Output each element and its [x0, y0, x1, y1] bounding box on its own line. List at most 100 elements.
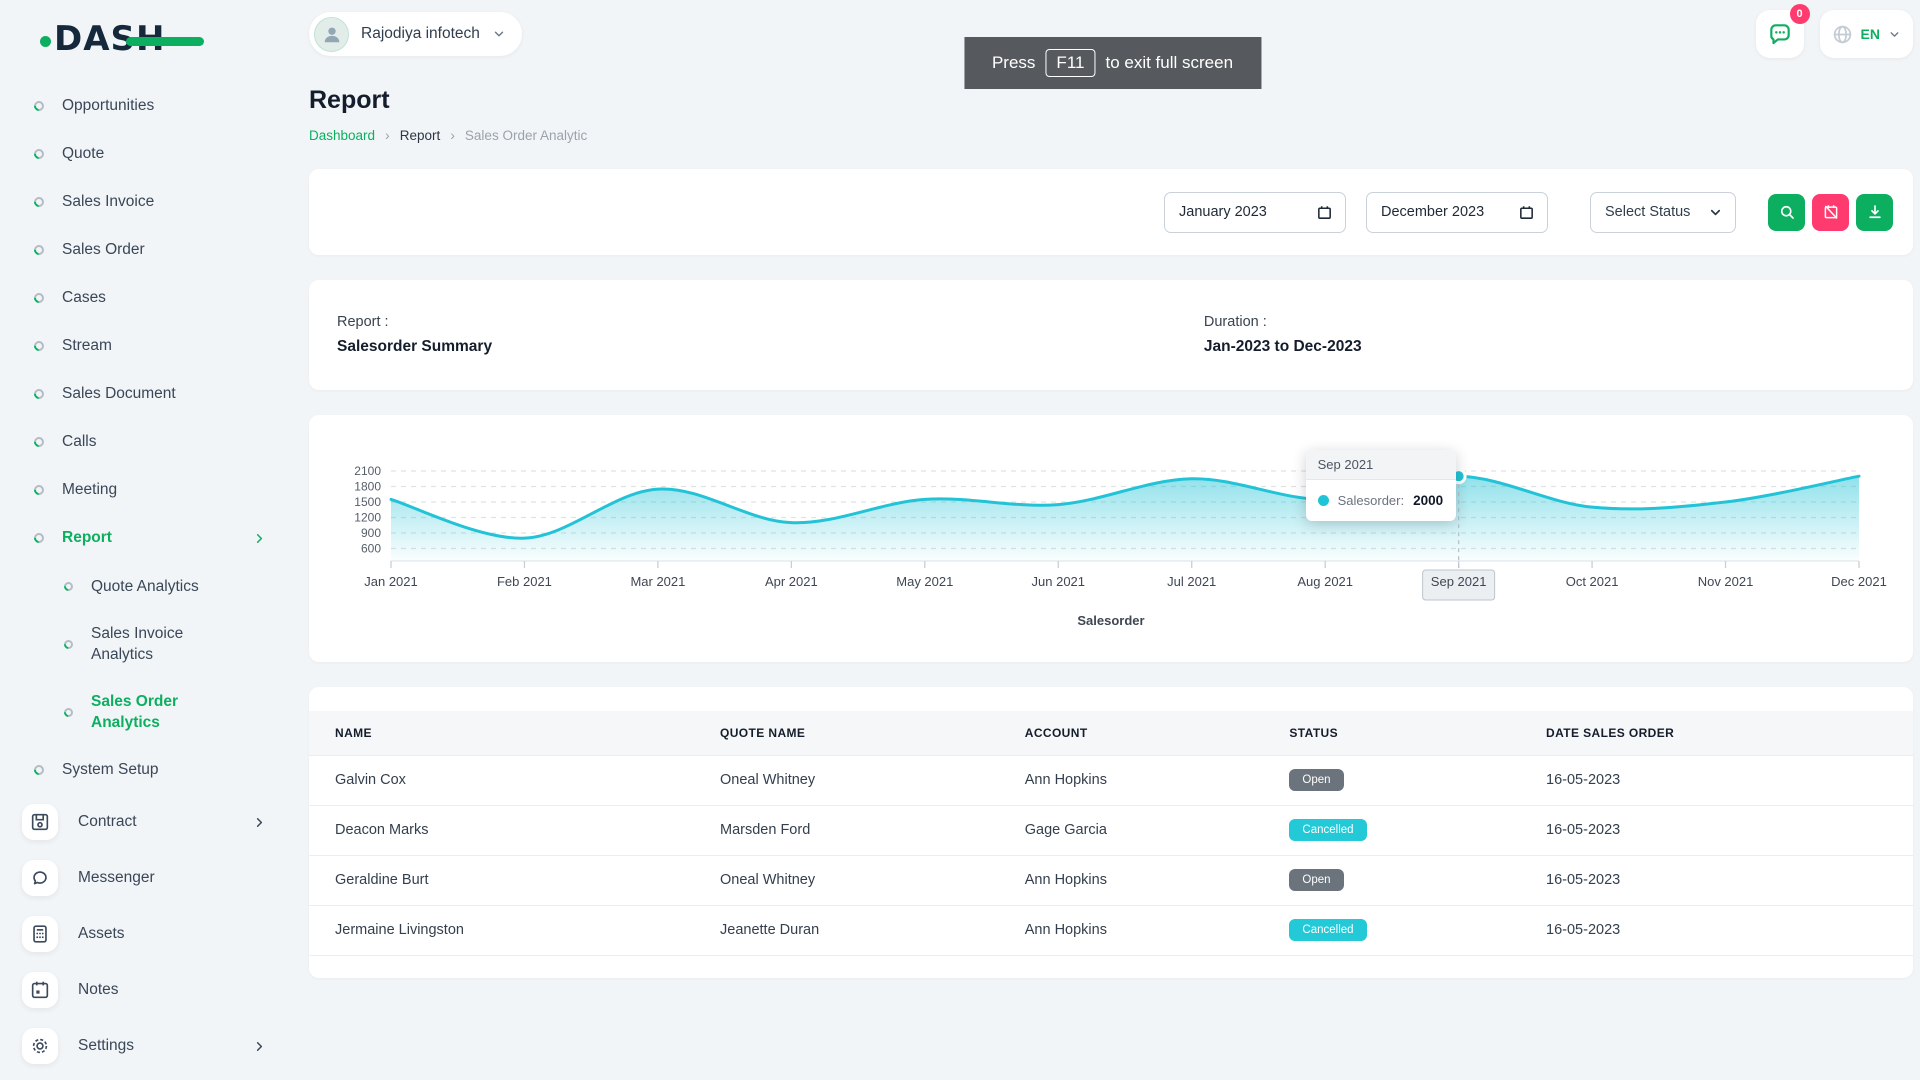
chart-card: 2100 1800 1500 1200 900 600 Jan 2021 Feb 2021 M…	[309, 415, 1913, 662]
sidebar-item-label: Stream	[62, 337, 112, 354]
filter-buttons	[1768, 193, 1893, 231]
sidebar-tiles: Contract Messenger Assets Notes Settings	[22, 794, 267, 1074]
breadcrumb: Dashboard › Report › Sales Order Analytic	[309, 127, 1913, 143]
chat-bubble-icon	[22, 860, 58, 896]
search-button[interactable]	[1768, 193, 1805, 231]
cell-name: Jermaine Livingston	[309, 905, 710, 956]
ring-bullet-icon	[62, 579, 75, 593]
sidebar-item-calls[interactable]: Calls	[22, 418, 267, 466]
status-select[interactable]: Select Status	[1590, 191, 1736, 233]
sidebar-item-quote-analytics[interactable]: Quote Analytics	[22, 562, 267, 610]
sidebar-item-meeting[interactable]: Meeting	[22, 466, 267, 514]
salesorder-area-chart[interactable]: 2100 1800 1500 1200 900 600 Jan 2021 Feb 2021 M…	[331, 433, 1891, 610]
language-selector[interactable]: EN	[1819, 10, 1913, 58]
ring-bullet-icon	[31, 290, 47, 306]
sidebar-item-messenger[interactable]: Messenger	[22, 850, 267, 906]
cell-quote-name: Jeanette Duran	[710, 905, 1015, 956]
from-month-input[interactable]: January 2023	[1164, 191, 1346, 233]
user-icon	[324, 27, 339, 43]
sidebar-item-sales-order-analytics[interactable]: Sales Order Analytics	[22, 678, 267, 746]
cell-quote-name: Marsden Ford	[710, 805, 1015, 856]
table-row: Galvin Cox Oneal Whitney Ann Hopkins Open 16…	[309, 754, 1913, 806]
ring-bullet-icon	[62, 705, 75, 719]
calendar-icon	[1318, 205, 1331, 219]
cell-status: Cancelled	[1279, 905, 1537, 956]
svg-text:May 2021: May 2021	[896, 574, 953, 589]
ring-bullet-icon	[31, 338, 47, 354]
sidebar-item-stream[interactable]: Stream	[22, 322, 267, 370]
cell-date-sales-order: 16-05-2023	[1536, 855, 1913, 906]
toast-text-suffix: to exit full screen	[1105, 53, 1234, 72]
workspace-avatar	[314, 16, 349, 52]
cell-status: Open	[1279, 754, 1537, 806]
sidebar-item-label: Notes	[78, 981, 119, 998]
sidebar-item-label: Meeting	[62, 481, 118, 498]
sidebar-item-label: Sales Order	[62, 241, 145, 258]
sidebar-item-quote[interactable]: Quote	[22, 130, 267, 178]
sidebar-item-cases[interactable]: Cases	[22, 274, 267, 322]
svg-text:1800: 1800	[354, 480, 381, 494]
chevron-down-icon	[1710, 209, 1721, 215]
sidebar-item-sales-invoice-analytics[interactable]: Sales Invoice Analytics	[22, 610, 267, 678]
sidebar-item-contract[interactable]: Contract	[22, 794, 267, 850]
ring-bullet-icon	[31, 194, 47, 210]
chevron-right-icon	[256, 1041, 263, 1051]
report-label: Report :	[337, 314, 389, 330]
download-button[interactable]	[1856, 193, 1893, 231]
sidebar-item-sales-order[interactable]: Sales Order	[22, 226, 267, 274]
sidebar-item-sales-invoice[interactable]: Sales Invoice	[22, 178, 267, 226]
sidebar-item-report[interactable]: Report	[22, 514, 267, 562]
cell-account: Ann Hopkins	[1014, 754, 1280, 806]
chat-bubble-icon	[1769, 24, 1790, 45]
notification-badge: 0	[1789, 4, 1810, 24]
calculator-icon	[22, 916, 58, 952]
duration-value: Jan-2023 to Dec-2023	[1203, 338, 1362, 355]
sidebar-item-assets[interactable]: Assets	[22, 906, 267, 962]
svg-text:1200: 1200	[354, 511, 381, 525]
gear-icon	[22, 1028, 58, 1064]
svg-text:Jun 2021: Jun 2021	[1032, 574, 1086, 589]
language-code: EN	[1860, 26, 1880, 42]
app-logo[interactable]: DASH	[40, 16, 204, 62]
sidebar-item-label: Sales Invoice	[62, 193, 155, 210]
cell-quote-name: Oneal Whitney	[710, 754, 1015, 806]
sidebar-item-label: Quote Analytics	[91, 577, 199, 595]
messages-button[interactable]: 0	[1755, 4, 1810, 58]
sidebar-item-label: Calls	[62, 433, 97, 450]
calendar-icon	[22, 972, 58, 1008]
chevron-right-icon	[256, 533, 263, 543]
sidebar-menu: Opportunities Quote Sales Invoice Sales …	[22, 82, 267, 794]
column-header-account: ACCOUNT	[1014, 711, 1280, 755]
table-row: Geraldine Burt Oneal Whitney Ann Hopkins Op…	[309, 855, 1913, 906]
cell-status: Open	[1279, 855, 1537, 906]
cell-status: Cancelled	[1279, 805, 1537, 856]
clear-filter-button[interactable]	[1812, 193, 1849, 231]
svg-text:Jul 2021: Jul 2021	[1167, 574, 1216, 589]
sidebar-item-label: Settings	[78, 1037, 135, 1054]
chevron-right-icon	[256, 817, 263, 827]
sidebar-item-label: Assets	[78, 925, 125, 942]
workspace-selector[interactable]: Rajodiya infotech	[309, 12, 522, 56]
column-header-quote-name: QUOTE NAME	[710, 711, 1015, 755]
sidebar-item-opportunities[interactable]: Opportunities	[22, 82, 267, 130]
column-header-name: NAME	[309, 711, 710, 755]
svg-text:Apr 2021: Apr 2021	[765, 574, 818, 589]
cell-account: Gage Garcia	[1014, 805, 1280, 856]
sidebar-item-label: Sales Invoice Analytics	[91, 625, 184, 663]
breadcrumb-item-report[interactable]: Report	[399, 127, 441, 143]
sidebar-item-settings[interactable]: Settings	[22, 1018, 267, 1074]
to-month-input[interactable]: December 2023	[1366, 191, 1548, 233]
sidebar-item-sales-document[interactable]: Sales Document	[22, 370, 267, 418]
topbar-right: 0 EN	[1755, 4, 1913, 58]
cell-date-sales-order: 16-05-2023	[1536, 905, 1913, 956]
breadcrumb-item-sales-order-analytic: Sales Order Analytic	[464, 127, 588, 143]
sidebar-item-system-setup[interactable]: System Setup	[22, 746, 267, 794]
svg-text:2100: 2100	[354, 464, 381, 478]
svg-text:Jan 2021: Jan 2021	[364, 574, 418, 589]
sidebar-item-notes[interactable]: Notes	[22, 962, 267, 1018]
status-badge: Open	[1289, 769, 1344, 791]
svg-text:Mar 2021: Mar 2021	[630, 574, 685, 589]
duration-label: Duration :	[1203, 314, 1267, 330]
chart-axis-title: Salesorder	[1077, 613, 1145, 628]
breadcrumb-item-dashboard[interactable]: Dashboard	[309, 127, 376, 143]
